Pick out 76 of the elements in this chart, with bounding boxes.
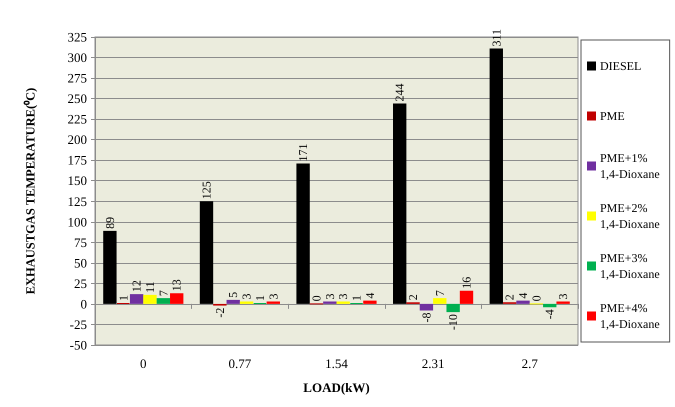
- bar: [420, 304, 434, 311]
- bar: [363, 300, 377, 304]
- y-tick-label: 300: [68, 50, 87, 66]
- bar: [393, 104, 406, 304]
- legend-label: PME+3% 1,4-Dioxane: [600, 251, 660, 281]
- data-label: 1: [350, 295, 364, 302]
- y-tick-label: 75: [74, 234, 87, 250]
- data-label: 11: [142, 281, 157, 293]
- data-label: 7: [156, 290, 170, 296]
- x-tick-label: 0.77: [228, 356, 252, 371]
- y-tick-label: 125: [68, 194, 87, 209]
- legend-label: DIESEL: [600, 59, 642, 73]
- data-label: 171: [296, 143, 310, 162]
- y-tick-label: 325: [68, 30, 87, 44]
- data-label: 244: [392, 84, 407, 102]
- legend-label: PME+1% 1,4-Dioxane: [600, 151, 660, 181]
- data-label: 3: [556, 293, 570, 300]
- bar: [543, 304, 556, 308]
- y-tick-label: -50: [70, 338, 87, 352]
- x-tick-label: 0: [140, 356, 147, 371]
- bar: [460, 290, 474, 304]
- data-label: 2: [502, 294, 517, 300]
- bar: [433, 298, 446, 304]
- data-label: -2: [212, 308, 227, 318]
- data-label: -10: [446, 314, 460, 330]
- y-tick-label: 250: [68, 91, 87, 106]
- legend-label: PME: [600, 109, 625, 123]
- data-label: 1: [252, 295, 267, 302]
- data-label: -8: [419, 312, 434, 323]
- data-label: 4: [362, 292, 377, 299]
- y-tick-label: 200: [68, 132, 87, 148]
- data-label: 13: [170, 279, 184, 292]
- bar: [200, 201, 214, 304]
- y-tick-label: 150: [68, 173, 87, 188]
- y-tick-label: 275: [68, 70, 87, 86]
- bar: [516, 300, 530, 304]
- bar: [143, 294, 157, 304]
- bar: [296, 163, 310, 304]
- bar: [103, 230, 117, 304]
- bar: [226, 300, 240, 304]
- legend-label: PME+4% 1,4-Dioxane: [600, 301, 660, 331]
- data-label: 3: [336, 293, 350, 300]
- data-label: 125: [199, 181, 214, 200]
- y-tick-label: -25: [70, 316, 87, 332]
- data-label: 311: [489, 28, 504, 46]
- x-tick-label: 2.7: [522, 356, 538, 371]
- bar: [130, 294, 144, 304]
- bar: [156, 298, 170, 304]
- data-label: 3: [322, 293, 337, 300]
- data-label: 0: [529, 295, 544, 302]
- data-label: 2: [406, 294, 420, 300]
- y-tick-label: 225: [68, 112, 87, 127]
- data-label: 0: [309, 295, 324, 302]
- data-label: 89: [102, 216, 117, 229]
- y-tick-label: 50: [74, 255, 87, 270]
- bar: [490, 48, 503, 304]
- legend-label: PME+2% 1,4-Dioxane: [600, 201, 660, 231]
- bar: [170, 293, 184, 304]
- data-label: 7: [432, 290, 447, 296]
- data-label: 5: [226, 292, 240, 298]
- y-tick-label: 175: [68, 152, 87, 168]
- x-axis-title: LOAD(kW): [303, 380, 370, 395]
- data-label: 3: [240, 293, 254, 300]
- data-label: 12: [130, 280, 144, 292]
- x-tick-label: 1.54: [325, 356, 348, 371]
- data-label: 1: [116, 295, 130, 302]
- y-axis-title: EXHAUSTGAS TEMPERATURE(⁰C): [24, 88, 38, 294]
- x-tick-label: 2.31: [422, 356, 444, 371]
- y-tick-label: 25: [74, 276, 87, 291]
- data-label: -4: [542, 309, 557, 320]
- y-tick-label: 0: [80, 296, 87, 312]
- data-label: 4: [516, 292, 530, 299]
- data-label: 3: [266, 293, 280, 300]
- y-tick-label: 100: [68, 214, 87, 230]
- bar: [446, 304, 460, 312]
- data-label: 16: [460, 276, 474, 289]
